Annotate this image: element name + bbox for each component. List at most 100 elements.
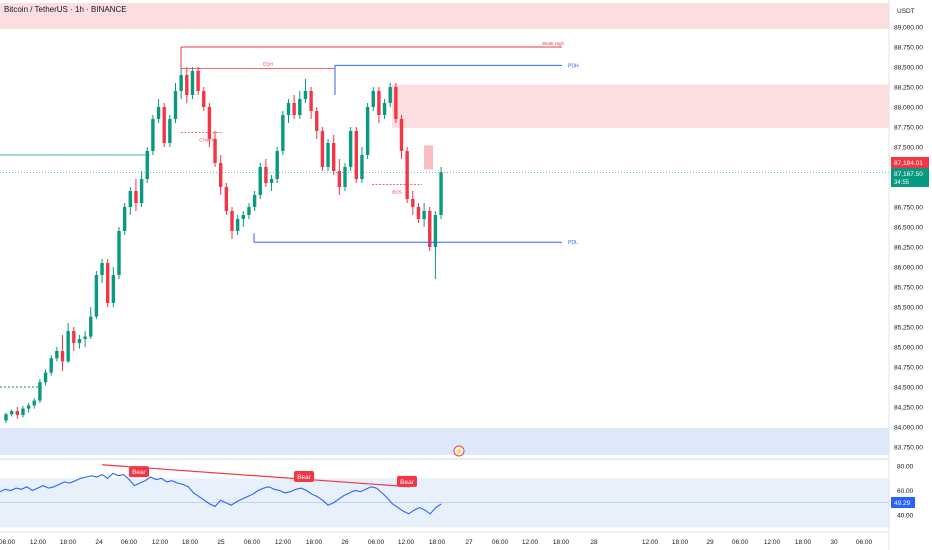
time-tick-label: 12:00 — [275, 539, 292, 546]
price-tick-label: 84,750.00 — [894, 365, 923, 372]
price-tick-label: 87,750.00 — [894, 125, 923, 132]
price-tick-label: 86,500.00 — [894, 225, 923, 232]
price-tick-label: 85,500.00 — [894, 305, 923, 312]
candle-down — [405, 151, 409, 199]
rsi-divergence-line — [101, 464, 411, 488]
candle-up — [252, 195, 257, 207]
time-tick-label: 12:00 — [398, 539, 415, 546]
candle-up — [258, 167, 262, 195]
candle-up — [348, 131, 353, 167]
price-tick-label: 86,000.00 — [894, 265, 923, 272]
time-tick-label: 27 — [465, 539, 473, 546]
candle-up — [77, 339, 82, 343]
candle-up — [247, 207, 251, 215]
time-tick-label: 26 — [341, 539, 349, 546]
time-tick-label: 18:00 — [553, 539, 570, 546]
candle-up — [139, 179, 144, 203]
candle-down — [106, 263, 110, 303]
price-tick-label: 87,500.00 — [894, 145, 923, 152]
time-tick-label: 06:00 — [492, 539, 509, 546]
demand-zone-bottom — [0, 427, 889, 455]
rsi-line — [0, 472, 442, 515]
eqh-label: EQH — [263, 62, 273, 67]
price-tick-label: 85,250.00 — [894, 325, 923, 332]
time-tick-label: 06:00 — [121, 539, 138, 546]
candle-up — [286, 103, 291, 115]
red-price-badge — [891, 157, 929, 168]
candle-down — [264, 167, 268, 183]
choch-label: CHoCH — [199, 138, 215, 143]
candle-up — [269, 179, 274, 183]
candle-down — [219, 163, 223, 187]
time-tick-label: 12:00 — [30, 539, 47, 546]
rsi-value-badge — [891, 497, 915, 508]
price-tick-label: 88,750.00 — [894, 45, 923, 52]
time-tick-label: 18:00 — [429, 539, 446, 546]
green-price-text: 87,167.50 — [894, 171, 923, 178]
pdh-label: PDH — [568, 63, 579, 69]
candle-up — [168, 119, 172, 143]
bear-badge — [397, 475, 417, 487]
bos-label: BOS — [392, 190, 402, 195]
candle-down — [399, 119, 404, 151]
candle-up — [326, 143, 330, 167]
candle-up — [388, 87, 392, 103]
order-block — [424, 145, 433, 170]
time-tick-label: 29 — [706, 539, 714, 546]
candle-down — [309, 91, 313, 111]
price-tick-label: 88,500.00 — [894, 65, 923, 72]
time-tick-label: 30 — [830, 539, 838, 546]
candle-down — [292, 103, 296, 115]
chart-title: Bitcoin / TetherUS · 1h · BINANCE — [4, 5, 127, 14]
candle-down — [224, 187, 229, 211]
candle-down — [337, 171, 342, 187]
time-tick-label: 18:00 — [306, 539, 323, 546]
candle-up — [145, 151, 149, 179]
rsi-value-text: 49.29 — [894, 500, 911, 507]
candle-down — [72, 331, 76, 343]
candle-down — [416, 207, 421, 219]
candle-down — [332, 143, 336, 171]
candle-down — [202, 91, 206, 107]
candle-up — [43, 372, 48, 383]
candle-up — [360, 155, 364, 179]
candle-up — [156, 107, 161, 119]
candle-down — [411, 199, 415, 207]
alert-icon[interactable] — [453, 445, 465, 457]
candle-down — [134, 191, 138, 203]
candle-up — [9, 411, 14, 415]
time-tick-label: 25 — [217, 539, 225, 546]
candle-up — [38, 382, 42, 401]
candle-up — [111, 275, 116, 303]
candle-up — [4, 414, 8, 421]
candle-up — [235, 219, 240, 231]
candle-up — [422, 211, 426, 219]
candle-down — [394, 87, 398, 119]
bear-badge — [129, 466, 149, 478]
candle-down — [15, 411, 19, 415]
candle-up — [151, 119, 155, 151]
supply-zone-mid — [392, 84, 889, 128]
weak-high-label: Weak High — [542, 41, 564, 46]
candle-up — [66, 331, 70, 362]
candle-up — [128, 191, 132, 207]
candle-down — [320, 131, 325, 167]
candle-up — [298, 99, 302, 115]
candle-up — [49, 358, 53, 373]
rsi-tick-label: 40.00 — [897, 513, 914, 520]
time-tick-label: 12:00 — [764, 539, 781, 546]
candle-down — [196, 71, 200, 91]
candle-up — [303, 91, 308, 99]
candle-down — [354, 131, 358, 179]
time-tick-label: 12:00 — [642, 539, 659, 546]
candle-up — [190, 71, 195, 95]
candle-up — [241, 215, 245, 219]
time-tick-label: 18:00 — [672, 539, 689, 546]
bear-label: Bear — [297, 474, 312, 481]
candle-down — [230, 211, 234, 231]
time-tick-label: 18:00 — [182, 539, 199, 546]
candle-up — [433, 215, 438, 247]
time-tick-label: 06:00 — [732, 539, 749, 546]
